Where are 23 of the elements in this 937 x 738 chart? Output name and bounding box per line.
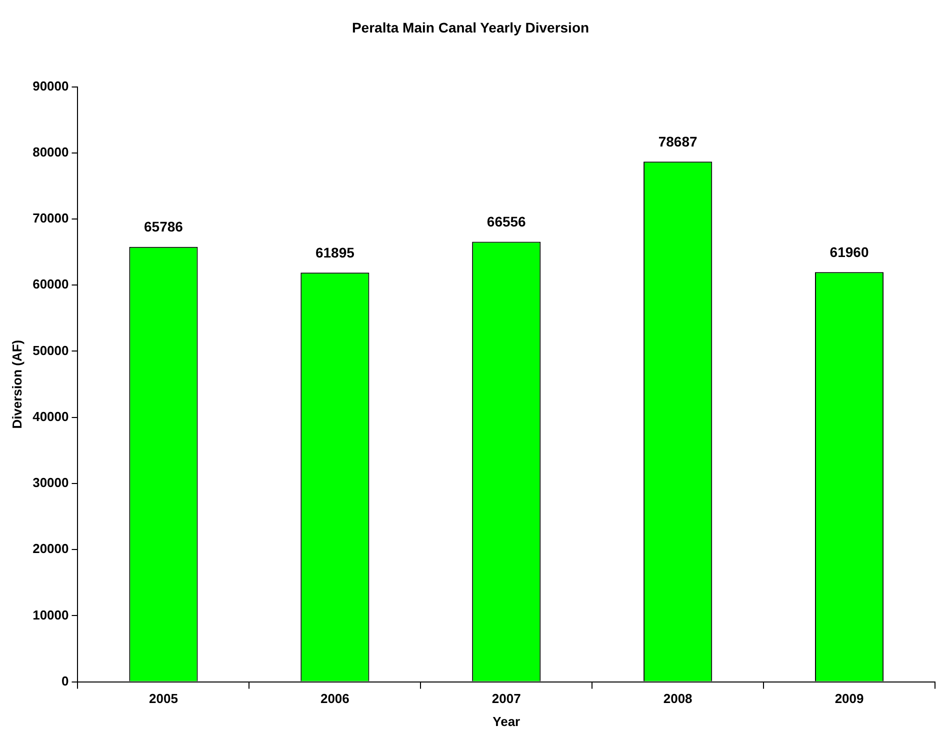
y-tick-label: 90000 [32,78,69,94]
y-tick-label: 20000 [32,541,69,556]
x-axis-title: Year [492,714,520,729]
x-tick-label: 2005 [149,691,178,706]
y-axis-title: Diversion (AF) [9,340,24,429]
y-tick-label: 10000 [32,607,69,622]
data-label: 61895 [315,244,355,260]
chart-title: Peralta Main Canal Yearly Diversion [352,19,590,36]
y-tick-label: 80000 [32,144,69,160]
x-tick-label: 2006 [320,691,350,706]
y-tick-label: 50000 [32,342,69,358]
x-tick-label: 2008 [663,691,692,706]
y-tick-label: 70000 [32,210,69,226]
y-tick-label: 60000 [32,276,69,292]
x-tick-label: 2009 [834,691,864,706]
data-label: 65786 [144,218,184,235]
y-tick-label: 40000 [32,408,69,424]
y-tick-label: 30000 [32,475,69,490]
y-tick-label: 0 [62,673,69,688]
data-label: 78687 [658,133,698,150]
data-label: 66556 [486,214,526,230]
x-tick-label: 2007 [492,691,521,706]
data-label: 61960 [830,244,869,260]
